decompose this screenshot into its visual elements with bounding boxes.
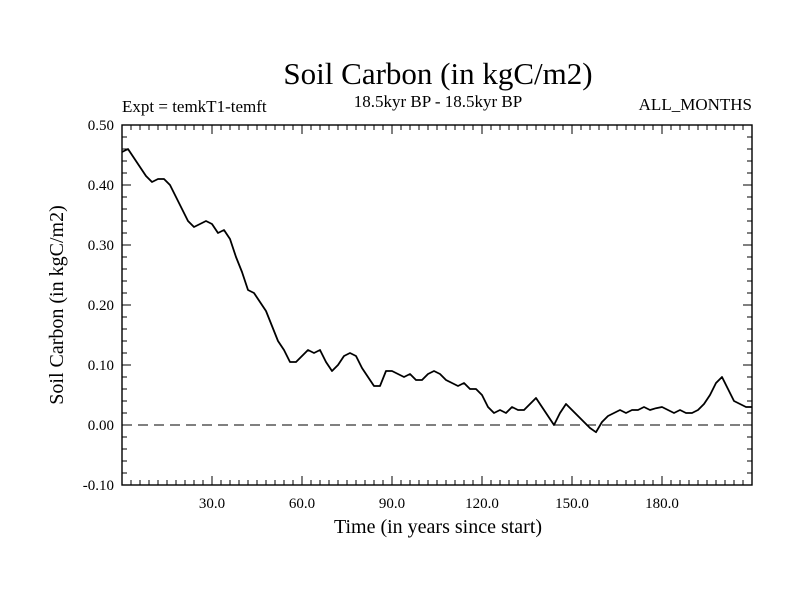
series-layer bbox=[121, 148, 752, 434]
x-tick-label: 150.0 bbox=[555, 496, 589, 512]
series-line-soil-carbon bbox=[121, 148, 752, 434]
x-tick-label: 90.0 bbox=[379, 496, 405, 512]
y-tick-label: 0.40 bbox=[88, 178, 114, 194]
chart-subtitle-months: ALL_MONTHS bbox=[639, 95, 752, 114]
x-tick-label: 60.0 bbox=[289, 496, 315, 512]
chart-subtitle-experiment: Expt = temkT1-temft bbox=[122, 97, 267, 116]
y-tick-label: 0.00 bbox=[88, 418, 114, 434]
x-tick-label: 30.0 bbox=[199, 496, 225, 512]
y-tick-label: -0.10 bbox=[83, 478, 114, 494]
y-tick-label: 0.20 bbox=[88, 298, 114, 314]
y-tick-label: 0.50 bbox=[88, 118, 114, 134]
x-tick-label: 180.0 bbox=[645, 496, 679, 512]
tick-labels-layer: 30.0 60.0 90.0 120.0 150.0 180.0 -0.10 0.00 0.10… bbox=[83, 118, 679, 512]
chart-subtitle-period: 18.5kyr BP - 18.5kyr BP bbox=[354, 92, 522, 111]
x-tick-label: 120.0 bbox=[465, 496, 499, 512]
plot-frame bbox=[121, 124, 753, 486]
ticks-layer bbox=[122, 125, 752, 485]
y-tick-label: 0.30 bbox=[88, 238, 114, 254]
chart-title: Soil Carbon (in kgC/m2) bbox=[283, 56, 592, 91]
y-tick-label: 0.10 bbox=[88, 358, 114, 374]
x-axis-label: Time (in years since start) bbox=[334, 516, 542, 538]
y-axis-label: Soil Carbon (in kgC/m2) bbox=[46, 205, 68, 404]
